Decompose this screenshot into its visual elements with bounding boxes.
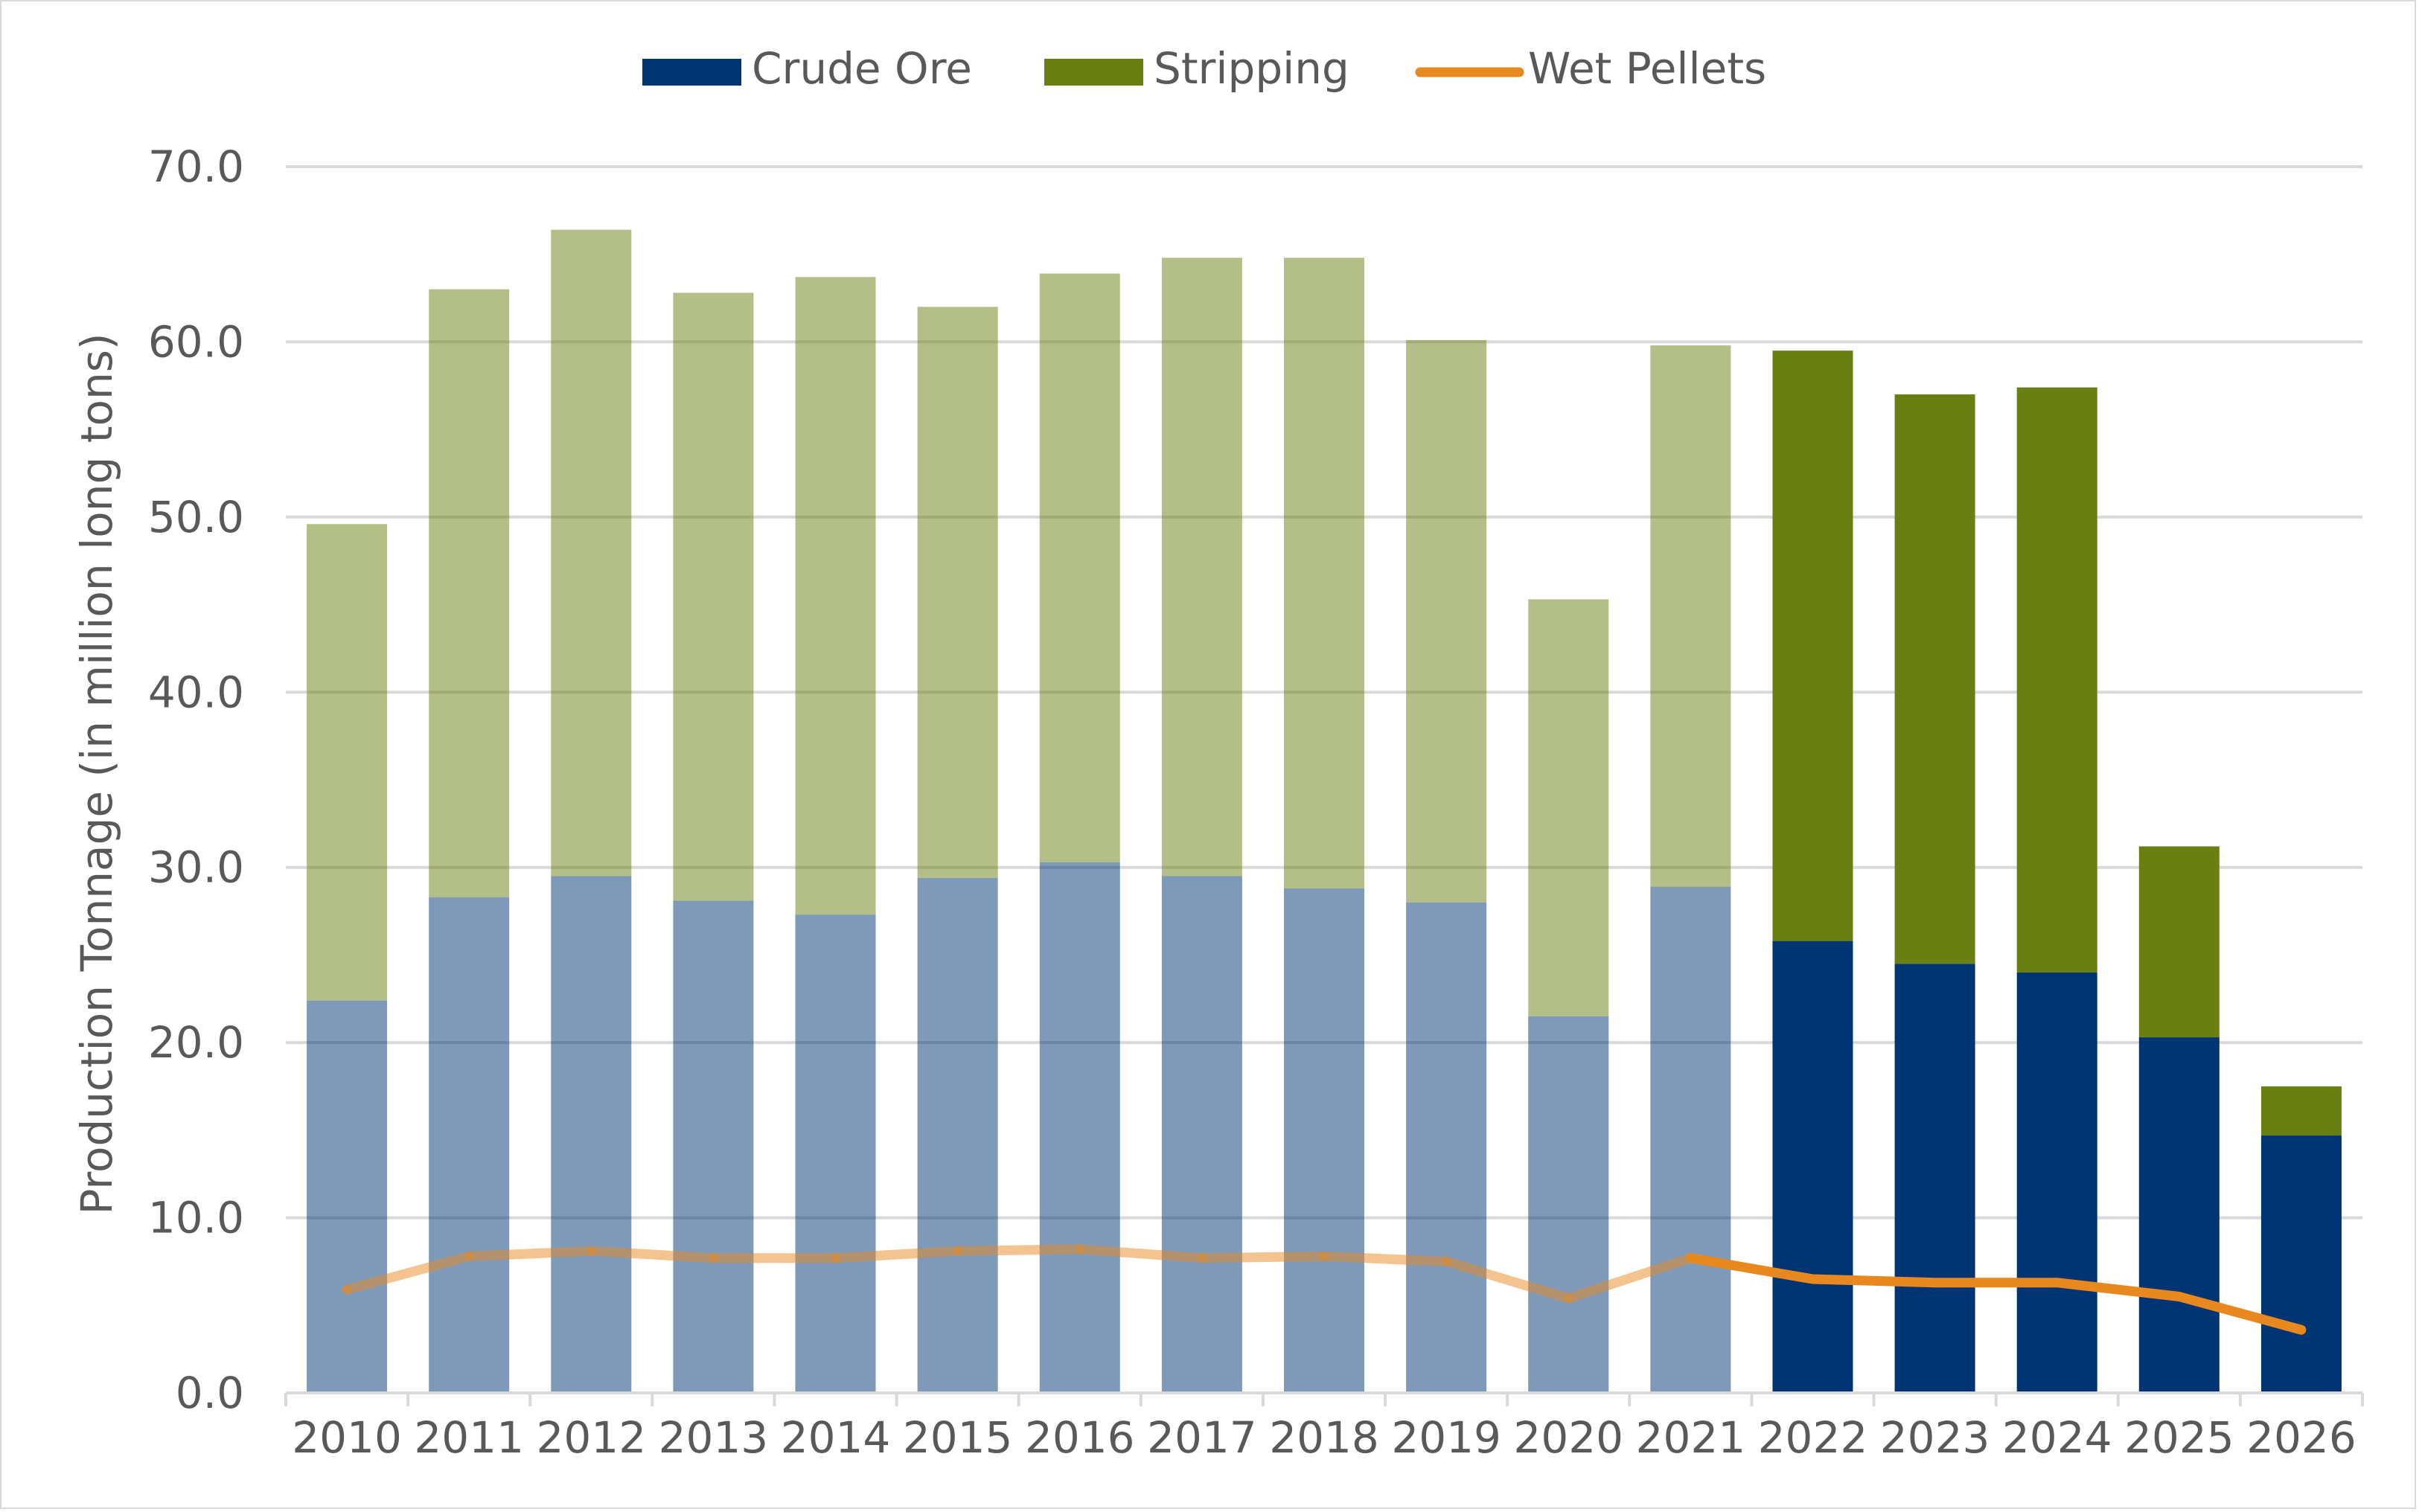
bar-stripping — [2260, 1086, 2342, 1135]
wet-pellets-line — [1685, 1253, 2307, 1335]
x-tick-label: 2014 — [781, 1412, 891, 1463]
x-tick-label: 2013 — [659, 1412, 769, 1463]
legend-item-wet-pellets: Wet Pellets — [1415, 43, 1766, 94]
bar-crude-ore — [429, 897, 510, 1393]
y-tick-label: 70.0 — [148, 141, 244, 192]
y-tick-label: 10.0 — [148, 1193, 244, 1243]
bar-crude-ore — [1894, 964, 1975, 1393]
wet-pellets-point — [1564, 1293, 1573, 1303]
bar-crude-ore — [551, 876, 632, 1393]
bar-stripping — [307, 524, 388, 1001]
x-tick-label: 2024 — [2002, 1412, 2112, 1463]
bar-crude-ore — [2138, 1037, 2220, 1393]
bar-crude-ore — [1039, 862, 1120, 1393]
x-tick-label: 2018 — [1269, 1412, 1379, 1463]
wet-pellets-point — [1320, 1252, 1329, 1261]
bar-crude-ore — [1284, 888, 1364, 1393]
wet-pellets-point — [1808, 1274, 1818, 1284]
bar-stripping — [917, 307, 998, 878]
bar-stripping — [2138, 846, 2220, 1038]
wet-pellets-point — [953, 1246, 962, 1256]
legend-item-stripping: Stripping — [1044, 43, 1349, 94]
x-tick-label: 2023 — [1880, 1412, 1990, 1463]
legend: Crude Ore Stripping Wet Pellets — [642, 43, 1766, 94]
wet-pellets-point — [1930, 1278, 1940, 1287]
wet-pellets-point — [1686, 1253, 1696, 1263]
x-tick-label: 2021 — [1636, 1412, 1746, 1463]
wet-pellets-point — [1442, 1257, 1451, 1266]
x-tick-label: 2022 — [1758, 1412, 1868, 1463]
bar-crude-ore — [2016, 972, 2097, 1393]
wet-pellets-point — [831, 1253, 840, 1263]
bar-stripping — [1772, 350, 1853, 941]
wet-pellets-point — [587, 1246, 596, 1256]
wet-pellets-point — [1197, 1253, 1207, 1263]
wet-pellets-line-faded — [342, 1244, 1696, 1304]
wet-pellets-point — [342, 1285, 352, 1295]
y-tick-label: 30.0 — [148, 842, 244, 893]
legend-label-stripping: Stripping — [1154, 43, 1349, 94]
wet-pellets-point — [2296, 1325, 2306, 1335]
y-tick-label: 50.0 — [148, 492, 244, 542]
bar-stripping — [551, 229, 632, 877]
bars — [307, 229, 2342, 1393]
x-tick-label: 2020 — [1513, 1412, 1623, 1463]
x-tick-label: 2010 — [292, 1412, 402, 1463]
bar-stripping — [1406, 340, 1487, 903]
x-tick-label: 2016 — [1025, 1412, 1135, 1463]
wet-pellets-point — [464, 1252, 474, 1261]
bar-crude-ore — [307, 1000, 388, 1393]
bar-stripping — [795, 277, 876, 915]
wet-pellets-point — [2052, 1278, 2062, 1287]
bar-crude-ore — [917, 877, 998, 1393]
legend-swatch-crude-ore — [642, 59, 741, 86]
y-axis-title: Production Tonnage (in million long tons… — [71, 333, 122, 1214]
bar-crude-ore — [795, 914, 876, 1393]
y-tick-label: 40.0 — [148, 667, 244, 717]
bar-stripping — [673, 292, 754, 901]
y-tick-label: 0.0 — [176, 1368, 244, 1418]
bar-crude-ore — [2260, 1135, 2342, 1393]
bar-stripping — [1650, 345, 1731, 887]
x-tick-label: 2011 — [414, 1412, 524, 1463]
y-tick-label: 20.0 — [148, 1017, 244, 1068]
x-tick-label: 2025 — [2124, 1412, 2234, 1463]
x-tick-label: 2015 — [903, 1412, 1013, 1463]
bar-stripping — [1161, 257, 1242, 877]
wet-pellets-point — [2174, 1292, 2184, 1301]
legend-swatch-stripping — [1044, 59, 1143, 86]
y-tick-label: 60.0 — [148, 316, 244, 367]
bar-crude-ore — [1406, 902, 1487, 1393]
bar-crude-ore — [1772, 941, 1853, 1393]
bar-stripping — [1894, 394, 1975, 964]
legend-item-crude-ore: Crude Ore — [642, 43, 972, 94]
bar-crude-ore — [1528, 1016, 1609, 1393]
bar-crude-ore — [1161, 876, 1242, 1393]
bar-stripping — [429, 289, 510, 897]
bar-stripping — [1284, 257, 1364, 888]
x-tick-label: 2017 — [1147, 1412, 1257, 1463]
bar-crude-ore — [673, 900, 754, 1393]
x-tick-label: 2019 — [1391, 1412, 1501, 1463]
bar-stripping — [2016, 387, 2097, 973]
wet-pellets-series — [342, 1244, 2307, 1335]
wet-pellets-point — [709, 1253, 718, 1263]
bar-stripping — [1528, 599, 1609, 1016]
x-tick-label: 2026 — [2246, 1412, 2356, 1463]
bar-stripping — [1039, 273, 1120, 862]
legend-label-crude-ore: Crude Ore — [752, 43, 972, 94]
wet-pellets-point — [1075, 1244, 1084, 1254]
legend-label-wet-pellets: Wet Pellets — [1528, 43, 1766, 94]
bar-crude-ore — [1650, 886, 1731, 1393]
x-tick-label: 2012 — [536, 1412, 646, 1463]
